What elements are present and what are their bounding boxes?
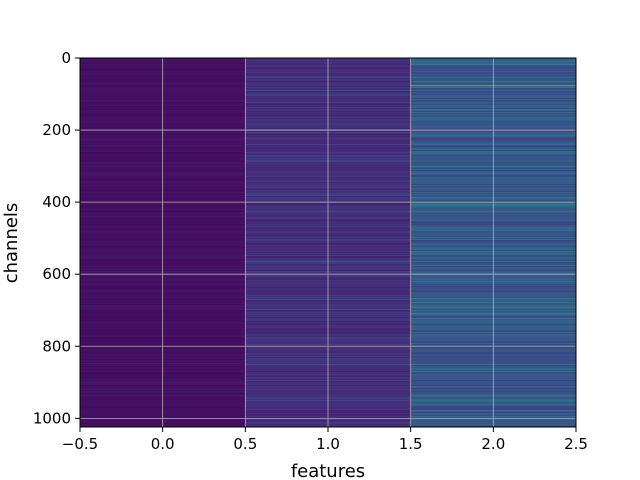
y-tick-label: 0: [61, 49, 71, 67]
y-axis-label: channels: [1, 203, 22, 284]
x-axis-label: features: [291, 461, 365, 480]
x-axis-ticks: −0.5 0.0 0.5 1.0 1.5 2.0 2.5: [62, 427, 588, 453]
y-tick-label: 200: [42, 121, 71, 139]
x-tick-label: −0.5: [62, 435, 98, 453]
y-tick-label: 800: [42, 337, 71, 355]
y-tick-label: 400: [42, 193, 71, 211]
x-tick-label: 1.0: [316, 435, 340, 453]
y-axis-ticks: 0 200 400 600 800 1000: [33, 49, 80, 427]
x-tick-label: 1.5: [399, 435, 423, 453]
y-tick-label: 1000: [33, 409, 71, 427]
y-tick-label: 600: [42, 265, 71, 283]
x-tick-label: 2.5: [564, 435, 588, 453]
x-tick-label: 0.5: [233, 435, 257, 453]
x-tick-label: 0.0: [151, 435, 175, 453]
x-tick-label: 2.0: [481, 435, 505, 453]
